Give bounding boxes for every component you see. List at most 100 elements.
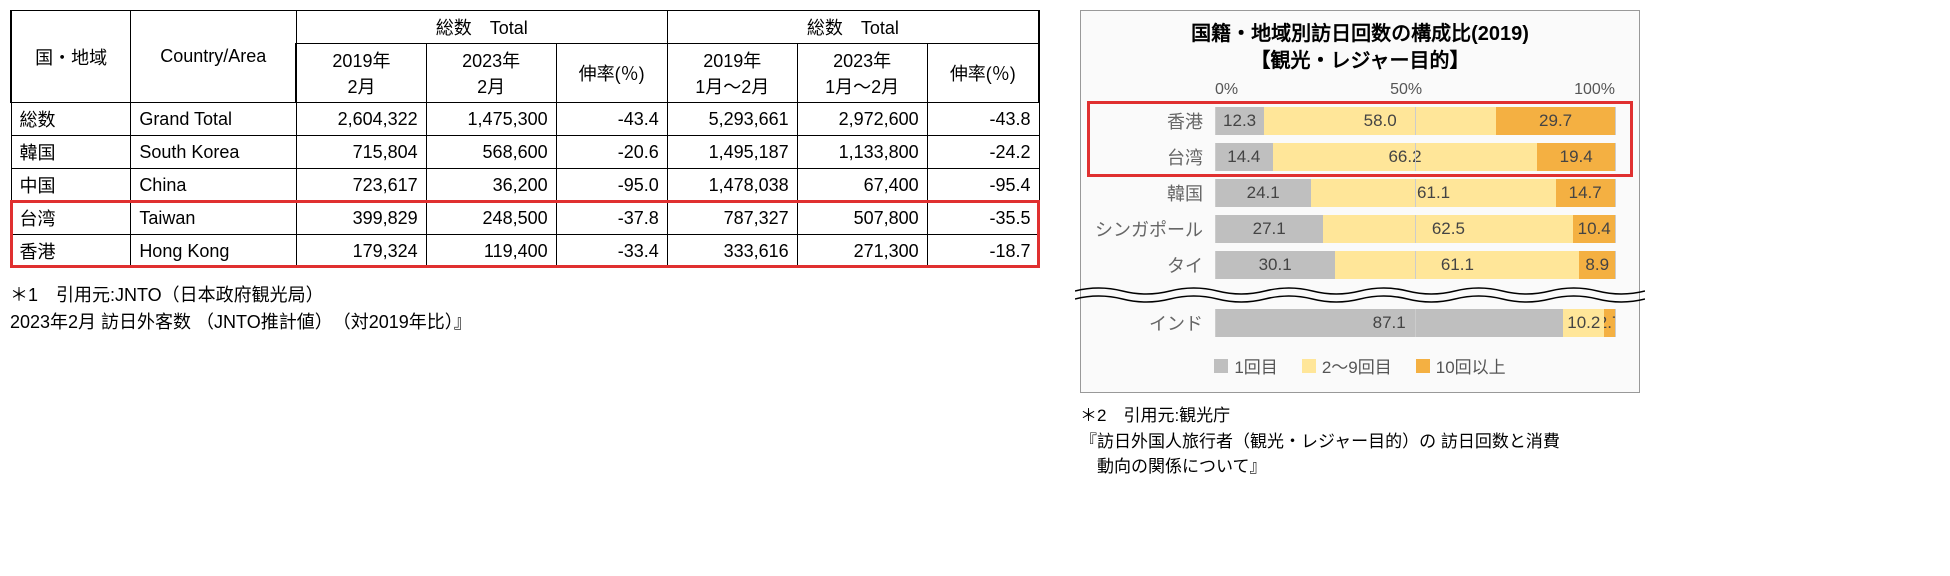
legend-swatch (1416, 359, 1430, 373)
visitor-table-section: 国・地域 Country/Area 総数 Total 総数 Total 2019… (10, 10, 1040, 566)
table-row: 韓国South Korea715,804568,600-20.61,495,18… (11, 136, 1039, 169)
axis-0: 0% (1215, 81, 1238, 99)
chart-title-l1: 国籍・地域別訪日回数の構成比(2019) (1191, 23, 1529, 45)
hdr-growth-2: 伸率(％) (927, 44, 1039, 103)
bar-row: シンガポール27.162.510.4 (1095, 211, 1625, 247)
hdr-2019-feb: 2019年 2月 (296, 44, 426, 103)
bar-ylabel: シンガポール (1095, 216, 1215, 242)
hdr-2023-janfeb: 2023年 1月～2月 (797, 44, 927, 103)
table-cell: Hong Kong (131, 235, 296, 268)
bar-segment: 19.4 (1537, 143, 1615, 171)
bar-ylabel: 韓国 (1095, 180, 1215, 206)
bar-segment: 8.9 (1579, 251, 1615, 279)
visit-count-chart-section: 国籍・地域別訪日回数の構成比(2019) 【観光・レジャー目的】 0% 50% … (1080, 10, 1640, 566)
hdr-region-ja: 国・地域 (11, 11, 131, 103)
table-cell: 568,600 (426, 136, 556, 169)
legend-label: 1回目 (1234, 353, 1277, 378)
table-cell: China (131, 169, 296, 202)
bar-row: 台湾14.466.219.4 (1095, 139, 1625, 175)
table-cell: 399,829 (296, 202, 426, 235)
bar-row: タイ30.161.18.9 (1095, 247, 1625, 283)
bar-row: 韓国24.161.114.7 (1095, 175, 1625, 211)
chart-title-l2: 【観光・レジャー目的】 (1251, 50, 1470, 72)
table-cell: 271,300 (797, 235, 927, 268)
table-cell: 248,500 (426, 202, 556, 235)
bar-segment: 61.1 (1311, 179, 1555, 207)
legend-item: 10回以上 (1416, 353, 1506, 378)
table-cell: Grand Total (131, 103, 296, 136)
axis-100: 100% (1574, 81, 1615, 99)
bar-ylabel: タイ (1095, 252, 1215, 278)
table-wrap: 国・地域 Country/Area 総数 Total 総数 Total 2019… (10, 10, 1040, 268)
table-cell: -95.0 (556, 169, 667, 202)
footnote-line1: ＊1 引用元:JNTO（日本政府観光局） (10, 282, 1040, 309)
bar-segment: 14.4 (1215, 143, 1273, 171)
table-cell: 2,604,322 (296, 103, 426, 136)
bar-segment: 66.2 (1273, 143, 1538, 171)
bar-track: 24.161.114.7 (1215, 179, 1615, 207)
chart-legend: 1回目 2～9回目 10回以上 (1095, 353, 1625, 378)
bar-track: 12.358.029.7 (1215, 107, 1615, 135)
legend-label: 2～9回目 (1322, 353, 1392, 378)
table-cell: 台湾 (11, 202, 131, 235)
chart-footnote: ＊2 引用元:観光庁 『訪日外国人旅行者（観光・レジャー目的）の 訪日回数と消費… (1080, 403, 1640, 480)
bar-segment: 30.1 (1215, 251, 1335, 279)
table-cell: -37.8 (556, 202, 667, 235)
chart-footnote-l2: 『訪日外国人旅行者（観光・レジャー目的）の 訪日回数と消費 (1080, 429, 1640, 455)
table-row: 香港Hong Kong179,324119,400-33.4333,616271… (11, 235, 1039, 268)
bars-bottom: インド87.110.22.7 (1095, 305, 1625, 341)
table-cell: -95.4 (927, 169, 1039, 202)
table-cell: 119,400 (426, 235, 556, 268)
table-cell: 787,327 (667, 202, 797, 235)
table-cell: 333,616 (667, 235, 797, 268)
table-cell: -35.5 (927, 202, 1039, 235)
bar-segment: 87.1 (1215, 309, 1563, 337)
table-cell: 507,800 (797, 202, 927, 235)
table-cell: 2,972,600 (797, 103, 927, 136)
bar-row: 香港12.358.029.7 (1095, 103, 1625, 139)
bar-segment: 14.7 (1556, 179, 1615, 207)
table-cell: 179,324 (296, 235, 426, 268)
chart-box: 国籍・地域別訪日回数の構成比(2019) 【観光・レジャー目的】 0% 50% … (1080, 10, 1640, 393)
legend-swatch (1302, 359, 1316, 373)
table-cell: -18.7 (927, 235, 1039, 268)
table-cell: -33.4 (556, 235, 667, 268)
legend-item: 2～9回目 (1302, 353, 1392, 378)
bar-track: 14.466.219.4 (1215, 143, 1615, 171)
table-cell: Taiwan (131, 202, 296, 235)
table-cell: 67,400 (797, 169, 927, 202)
hdr-total-2: 総数 Total (667, 11, 1039, 44)
table-cell: 1,475,300 (426, 103, 556, 136)
chart-axis: 0% 50% 100% (1095, 81, 1625, 99)
footnote-line2: 2023年2月 訪日外客数 （JNTO推計値） （対2019年比）』 (10, 309, 1040, 336)
table-row: 台湾Taiwan399,829248,500-37.8787,327507,80… (11, 202, 1039, 235)
chart-footnote-l1: ＊2 引用元:観光庁 (1080, 403, 1640, 429)
table-cell: -20.6 (556, 136, 667, 169)
bar-row: インド87.110.22.7 (1095, 305, 1625, 341)
hdr-2023-feb: 2023年 2月 (426, 44, 556, 103)
bars-top: 香港12.358.029.7台湾14.466.219.4韓国24.161.114… (1095, 103, 1625, 283)
chart-title: 国籍・地域別訪日回数の構成比(2019) 【観光・レジャー目的】 (1095, 21, 1625, 75)
bar-segment: 10.2 (1563, 309, 1604, 337)
axis-50: 50% (1390, 81, 1422, 99)
table-cell: 5,293,661 (667, 103, 797, 136)
legend-swatch (1214, 359, 1228, 373)
legend-item: 1回目 (1214, 353, 1277, 378)
bar-track: 87.110.22.7 (1215, 309, 1615, 337)
table-cell: -43.4 (556, 103, 667, 136)
table-row: 総数Grand Total2,604,3221,475,300-43.45,29… (11, 103, 1039, 136)
table-cell: -24.2 (927, 136, 1039, 169)
table-cell: 中国 (11, 169, 131, 202)
table-cell: 723,617 (296, 169, 426, 202)
table-cell: 715,804 (296, 136, 426, 169)
table-footnote: ＊1 引用元:JNTO（日本政府観光局） 2023年2月 訪日外客数 （JNTO… (10, 282, 1040, 336)
bar-segment: 27.1 (1215, 215, 1323, 243)
visitor-table: 国・地域 Country/Area 総数 Total 総数 Total 2019… (10, 10, 1040, 268)
table-cell: 1,495,187 (667, 136, 797, 169)
bar-segment: 29.7 (1496, 107, 1615, 135)
table-cell: 香港 (11, 235, 131, 268)
bar-segment: 24.1 (1215, 179, 1311, 207)
bar-ylabel: 台湾 (1095, 144, 1215, 170)
bar-segment: 62.5 (1323, 215, 1573, 243)
bar-segment: 61.1 (1335, 251, 1579, 279)
